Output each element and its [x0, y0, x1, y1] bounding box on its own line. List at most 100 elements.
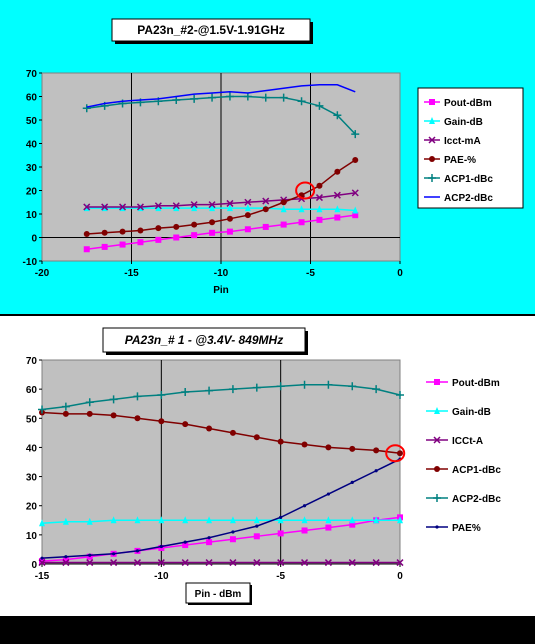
data-point [206, 425, 213, 432]
data-point [316, 182, 323, 189]
y-tick-label: 40 [26, 443, 38, 454]
data-point [208, 201, 216, 209]
legend-marker [434, 466, 440, 472]
series-line [86, 207, 356, 212]
data-point [253, 516, 260, 524]
data-point [136, 203, 144, 211]
x-tick-label: -15 [35, 571, 50, 582]
data-point [301, 559, 309, 567]
data-point [244, 204, 251, 212]
data-point [324, 559, 332, 567]
y-tick-label: 40 [26, 140, 38, 151]
legend-entry: PAE% [452, 523, 481, 534]
data-point [183, 540, 187, 544]
data-point [205, 559, 213, 567]
data-point [373, 447, 380, 454]
y-tick-label: 60 [26, 385, 38, 396]
data-point [229, 559, 237, 567]
data-point [350, 480, 354, 484]
data-point [190, 94, 199, 103]
data-point [82, 104, 91, 113]
data-point [229, 429, 236, 436]
data-point [334, 214, 341, 221]
data-point [277, 438, 284, 445]
series-Gain-dB [39, 516, 403, 527]
data-point [86, 559, 94, 567]
data-point [62, 410, 69, 417]
y-tick-label: 20 [26, 187, 38, 198]
data-point [137, 227, 144, 234]
legend-marker [429, 156, 435, 162]
data-point [133, 392, 142, 401]
plot-area [41, 359, 401, 565]
data-point [276, 382, 285, 391]
legend-entry: Icct-mA [444, 136, 481, 147]
data-point [119, 228, 126, 235]
data-point [228, 385, 237, 394]
data-point [352, 156, 359, 163]
data-point [315, 101, 324, 110]
data-point [158, 516, 165, 524]
data-point [39, 519, 45, 527]
data-point [172, 96, 181, 105]
data-point [302, 504, 307, 508]
data-point [40, 556, 44, 560]
legend-marker [434, 379, 440, 385]
data-point [181, 559, 189, 567]
data-point [316, 205, 323, 213]
data-point [191, 221, 198, 228]
data-point [352, 212, 359, 219]
data-point [352, 206, 359, 214]
data-point [38, 405, 46, 414]
data-point [325, 516, 332, 524]
x-tick-label: -10 [214, 268, 229, 279]
legend-box [417, 87, 524, 209]
y-tick-label: 10 [26, 210, 38, 221]
data-point [396, 390, 404, 399]
data-point [348, 382, 357, 391]
data-point [252, 383, 261, 392]
legend-marker [429, 117, 435, 124]
data-point [349, 516, 356, 524]
data-point [83, 230, 90, 237]
data-point [209, 229, 216, 236]
data-point [206, 539, 213, 546]
series-line [86, 192, 356, 208]
data-point [155, 236, 162, 243]
data-point [181, 388, 190, 397]
x-tick-label: -10 [154, 571, 169, 582]
data-point [38, 559, 46, 567]
data-point [182, 542, 189, 549]
data-point [301, 441, 308, 448]
data-point [83, 203, 91, 211]
data-point [173, 204, 180, 212]
data-point [301, 527, 308, 534]
series-line [86, 84, 356, 108]
data-point [226, 199, 234, 207]
data-point [243, 92, 252, 101]
data-point [110, 412, 117, 419]
data-point [244, 226, 251, 233]
data-point [119, 203, 127, 211]
data-point [280, 221, 287, 228]
data-point [279, 515, 283, 519]
data-point [62, 556, 69, 563]
data-point [231, 530, 235, 534]
legend-marker [428, 136, 436, 144]
data-point [324, 380, 333, 389]
legend-entry: Gain-dB [452, 407, 491, 418]
data-point [86, 410, 93, 417]
legend-entry: ACP1-dBc [452, 465, 501, 476]
title-box [111, 18, 311, 42]
data-point [226, 228, 233, 235]
x-axis-label-box [185, 582, 251, 604]
data-point [85, 398, 94, 407]
data-point [229, 516, 236, 524]
highlight-circle [295, 181, 316, 200]
series-ACP1-dBc [39, 409, 403, 457]
y-tick-label: 30 [26, 473, 38, 484]
x-tick-label: -5 [306, 268, 315, 279]
data-point [172, 202, 180, 210]
x-tick-label: 0 [397, 571, 403, 582]
x-tick-label: -20 [35, 268, 50, 279]
